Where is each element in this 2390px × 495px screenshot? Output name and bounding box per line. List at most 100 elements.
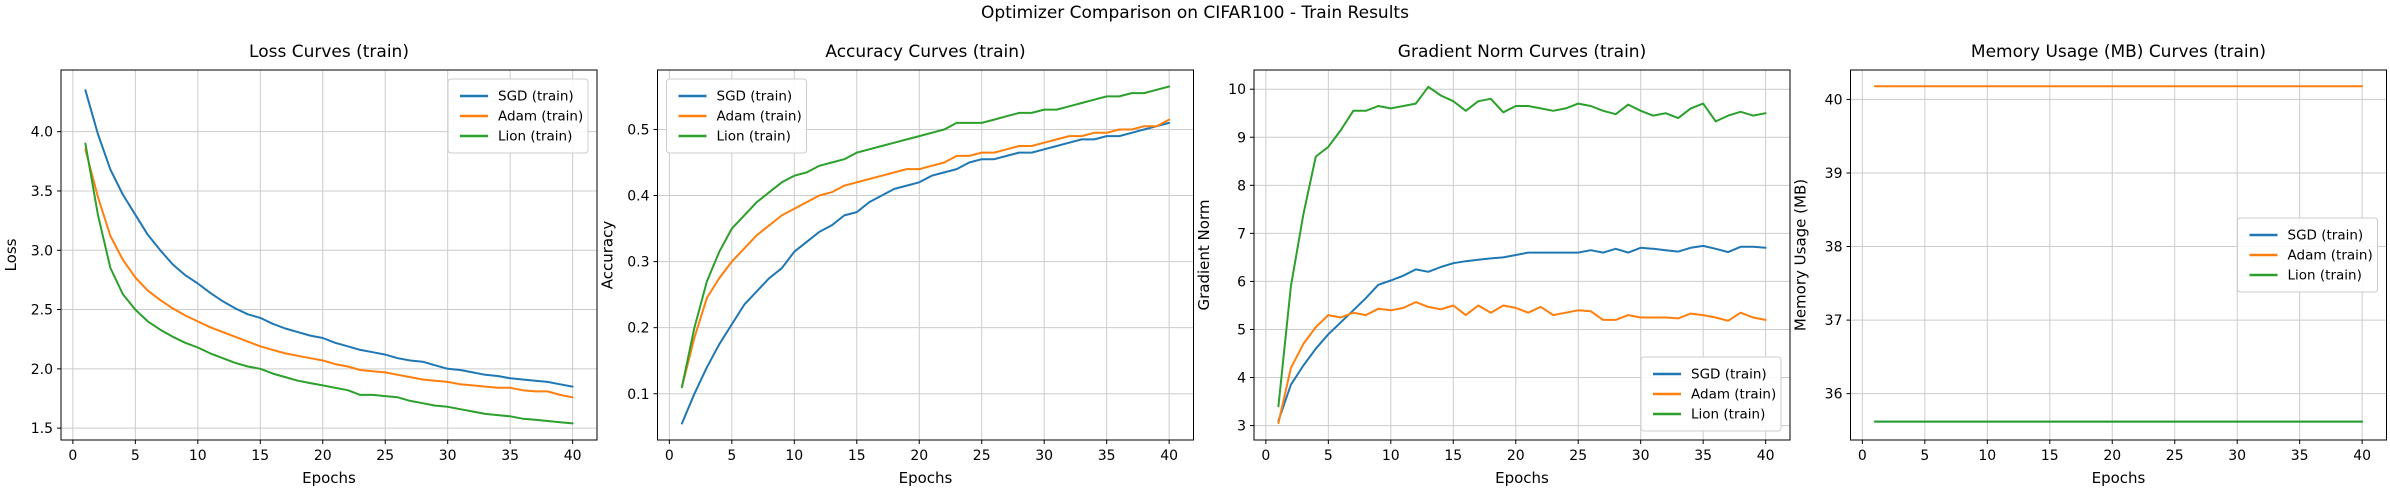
x-tick-label: 40 xyxy=(1757,448,1775,464)
x-tick-label: 5 xyxy=(1324,448,1333,464)
legend-label: Lion (train) xyxy=(498,129,572,145)
x-tick-label: 25 xyxy=(376,448,394,464)
legend: SGD (train) Adam (train) Lion (train) xyxy=(447,78,589,154)
x-tick-label: 15 xyxy=(2041,448,2059,464)
x-tick-label: 25 xyxy=(2166,448,2184,464)
y-tick-label: 3 xyxy=(1237,419,1246,435)
panel-3: 0 5 10 15 20 25 30 35 40 3 4 5 6 7 8 9 10 Gradient Norm C… xyxy=(1195,42,1791,487)
legend-box xyxy=(666,78,807,154)
y-tick-label: 36 xyxy=(1825,387,1843,403)
legend-entry: SGD (train) xyxy=(678,89,793,105)
y-tick-label: 4.0 xyxy=(31,125,53,141)
legend-entry: Lion (train) xyxy=(2249,268,2362,284)
legend-entry: Lion (train) xyxy=(678,129,791,145)
legend-label: SGD (train) xyxy=(498,89,574,105)
x-tick-label: 0 xyxy=(665,448,674,464)
legend: SGD (train) Adam (train) Lion (train) xyxy=(2237,217,2378,293)
y-axis-label: Loss xyxy=(2,238,20,271)
x-tick-label: 0 xyxy=(68,448,77,464)
legend-box xyxy=(1640,356,1782,432)
legend-label: Adam (train) xyxy=(498,109,583,125)
x-tick-label: 0 xyxy=(1261,448,1270,464)
y-tick-label: 1.5 xyxy=(31,421,53,437)
x-tick-label: 5 xyxy=(131,448,140,464)
y-tick-label: 9 xyxy=(1237,130,1246,146)
legend-label: SGD (train) xyxy=(1691,367,1767,383)
x-axis-label: Epochs xyxy=(2092,469,2146,487)
series-line-adam-train xyxy=(1277,301,1767,425)
x-tick-label: 20 xyxy=(910,448,928,464)
legend-entry: SGD (train) xyxy=(1653,367,1767,383)
legend-entry: Adam (train) xyxy=(678,109,802,125)
y-tick-label: 38 xyxy=(1825,240,1843,256)
x-tick-label: 30 xyxy=(1035,448,1053,464)
x-axis-label: Epochs xyxy=(302,469,356,487)
chart-title: Gradient Norm Curves (train) xyxy=(1398,42,1646,62)
series-line-lion-train xyxy=(680,85,1171,389)
legend-label: Adam (train) xyxy=(1691,387,1776,403)
legend-entry: Adam (train) xyxy=(460,109,583,125)
series-line-adam-train xyxy=(680,118,1171,389)
legend-label: SGD (train) xyxy=(2288,228,2364,244)
legend-entry: Adam (train) xyxy=(1653,387,1776,403)
y-tick-label: 7 xyxy=(1237,226,1246,242)
axes-spines xyxy=(1850,69,2387,441)
series-line-sgd-train xyxy=(680,121,1171,425)
y-tick-label: 5 xyxy=(1237,322,1246,338)
chart-title: Memory Usage (MB) Curves (train) xyxy=(1971,42,2266,62)
x-tick-label: 20 xyxy=(2103,448,2121,464)
x-tick-label: 40 xyxy=(1160,448,1178,464)
y-axis-label: Gradient Norm xyxy=(1195,200,1213,311)
x-tick-label: 30 xyxy=(1632,448,1650,464)
legend-label: Lion (train) xyxy=(2288,268,2362,284)
y-axis-label: Accuracy xyxy=(599,221,617,290)
legend-box xyxy=(447,78,589,154)
x-tick-label: 35 xyxy=(1694,448,1712,464)
x-axis-label: Epochs xyxy=(1495,469,1549,487)
y-tick-label: 37 xyxy=(1825,313,1843,329)
legend-entry: Lion (train) xyxy=(460,129,572,145)
axes-spines xyxy=(657,69,1194,441)
legend-entry: SGD (train) xyxy=(460,89,574,105)
x-tick-label: 20 xyxy=(1507,448,1525,464)
y-axis-label: Memory Usage (MB) xyxy=(1792,179,1810,331)
x-tick-label: 30 xyxy=(439,448,457,464)
series-line-sgd-train xyxy=(84,89,574,388)
y-tick-label: 0.4 xyxy=(627,189,649,205)
x-tick-label: 40 xyxy=(2353,448,2371,464)
legend-label: SGD (train) xyxy=(717,89,793,105)
x-tick-label: 25 xyxy=(973,448,991,464)
y-tick-label: 0.1 xyxy=(627,387,649,403)
x-tick-label: 10 xyxy=(785,448,803,464)
x-tick-label: 30 xyxy=(2228,448,2246,464)
y-tick-label: 6 xyxy=(1237,274,1246,290)
chart-title: Loss Curves (train) xyxy=(249,42,409,62)
legend-entry: Adam (train) xyxy=(2249,248,2373,264)
x-tick-label: 40 xyxy=(564,448,582,464)
x-tick-label: 35 xyxy=(1098,448,1116,464)
x-tick-label: 15 xyxy=(1444,448,1462,464)
y-tick-label: 3.5 xyxy=(31,184,53,200)
y-tick-label: 0.5 xyxy=(627,122,649,138)
legend-entry: Lion (train) xyxy=(1653,407,1765,423)
y-tick-label: 39 xyxy=(1825,166,1843,182)
y-tick-label: 8 xyxy=(1237,178,1246,194)
x-tick-label: 25 xyxy=(1569,448,1587,464)
y-tick-label: 0.2 xyxy=(627,321,649,337)
series-line-lion-train xyxy=(1277,85,1767,408)
series-line-lion-train xyxy=(84,142,574,425)
x-tick-label: 35 xyxy=(2291,448,2309,464)
panel-1: 0 5 10 15 20 25 30 35 40 1.5 2.0 2.5 3.0 3.5 4.0 Loss C… xyxy=(2,42,598,487)
y-tick-label: 0.3 xyxy=(627,255,649,271)
x-tick-label: 35 xyxy=(501,448,519,464)
x-tick-label: 15 xyxy=(848,448,866,464)
figure-suptitle: Optimizer Comparison on CIFAR100 - Train… xyxy=(981,3,1409,23)
legend-label: Adam (train) xyxy=(717,109,802,125)
x-tick-label: 0 xyxy=(1858,448,1867,464)
legend-entry: SGD (train) xyxy=(2249,228,2364,244)
chart-title: Accuracy Curves (train) xyxy=(825,42,1025,62)
y-tick-label: 2.0 xyxy=(31,362,53,378)
x-tick-label: 10 xyxy=(189,448,207,464)
series-line-adam-train xyxy=(84,148,574,399)
